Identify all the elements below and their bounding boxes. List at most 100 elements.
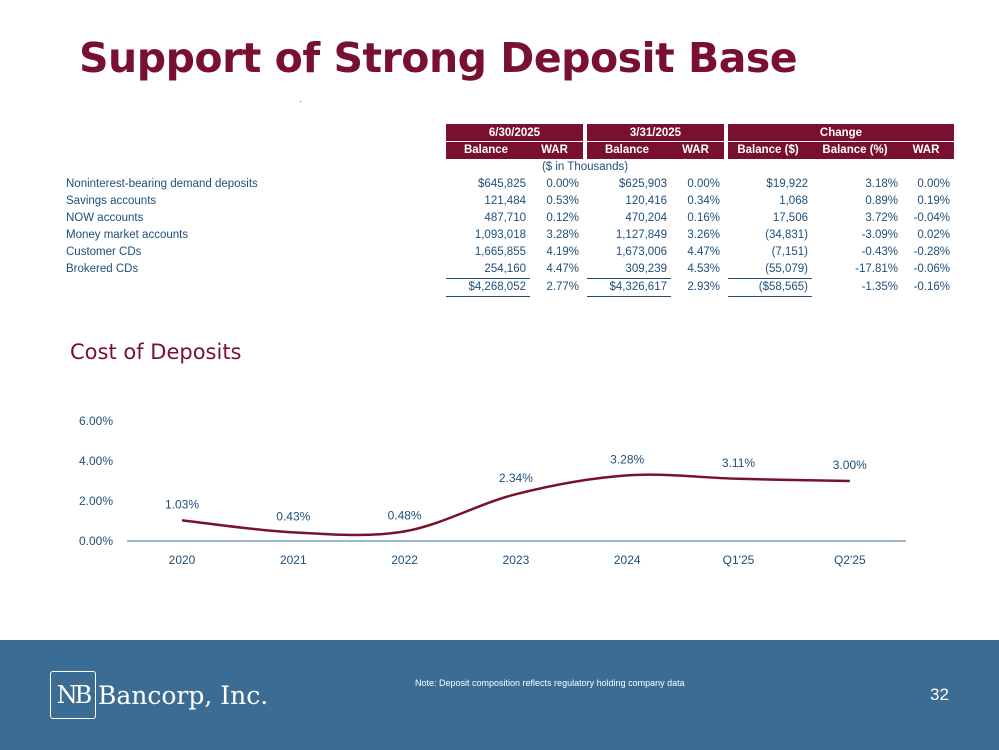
cell-b1: 121,484: [484, 195, 526, 207]
page-title: Support of Strong Deposit Base: [79, 34, 798, 82]
units-note: ($ in Thousands): [541, 161, 629, 173]
total-change-dollar: ($58,565): [728, 277, 812, 297]
logo: NB Bancorp, Inc.: [50, 670, 268, 720]
cell-b2: 1,673,006: [615, 246, 667, 258]
cell-w2: 0.16%: [687, 212, 720, 224]
change-header: Change: [728, 124, 954, 142]
total-change-pct: -1.35%: [861, 281, 898, 293]
x-tick-label: Q1'25: [723, 553, 755, 567]
cell-b2: 309,239: [587, 260, 671, 279]
cell-w1: 4.47%: [546, 263, 579, 276]
cell-w1: 0.53%: [546, 195, 579, 207]
cell-b1: $645,825: [478, 178, 526, 190]
col-war-2: WAR: [671, 141, 724, 159]
cell-cd: (55,079): [728, 260, 812, 279]
col-change-balance-dollar: Balance ($): [728, 141, 812, 159]
cell-cp: -0.43%: [861, 246, 898, 258]
cell-b2: 1,127,849: [615, 229, 667, 241]
cell-b1: 254,160: [446, 260, 530, 279]
row-label: NOW accounts: [66, 212, 144, 224]
row-label: Customer CDs: [66, 246, 142, 258]
cell-b1: 1,665,855: [474, 246, 526, 258]
x-tick-label: 2020: [169, 553, 196, 567]
cell-b1: 1,093,018: [474, 229, 526, 241]
deposit-table: 6/30/2025 3/31/2025 Change Balance WAR B…: [66, 124, 954, 297]
table-row: Brokered CDs 254,160 4.47% 309,239 4.53% (55,…: [66, 260, 954, 279]
cell-cd: (34,831): [765, 229, 808, 241]
cell-w2: 0.34%: [687, 195, 720, 207]
table-row: Customer CDs 1,665,855 4.19% 1,673,006 4.47%…: [66, 243, 954, 261]
data-label: 3.00%: [833, 458, 867, 472]
cell-b1: 487,710: [484, 212, 526, 224]
col-change-war: WAR: [902, 141, 954, 159]
stray-mark: [300, 101, 301, 102]
cell-b2: 470,204: [625, 212, 667, 224]
table-header-periods: 6/30/2025 3/31/2025 Change: [66, 124, 954, 142]
footer-note: Note: Deposit composition reflects regul…: [415, 678, 685, 688]
units-row: ($ in Thousands): [66, 159, 954, 176]
cell-cw: -0.28%: [913, 246, 950, 258]
footer: NB Bancorp, Inc. Note: Deposit compositi…: [0, 640, 999, 750]
total-war-2: 2.93%: [687, 281, 720, 293]
table-row: Noninterest-bearing demand deposits $645,…: [66, 175, 954, 193]
table-row: NOW accounts 487,710 0.12% 470,204 0.16% 17,5…: [66, 209, 954, 227]
total-balance-1: $4,268,052: [446, 277, 530, 297]
row-label: Money market accounts: [66, 229, 189, 241]
logo-mark: NB: [50, 671, 96, 719]
chart-title: Cost of Deposits: [70, 340, 242, 364]
cell-cd: (7,151): [771, 246, 808, 258]
x-tick-label: 2022: [391, 553, 418, 567]
cell-cw: 0.19%: [917, 195, 950, 207]
table-header-columns: Balance WAR Balance WAR Balance ($) Bala…: [66, 141, 954, 159]
cell-cd: 1,068: [779, 195, 808, 207]
cell-cp: 0.89%: [865, 195, 898, 207]
data-label: 3.28%: [610, 452, 644, 466]
cell-w2: 3.26%: [687, 229, 720, 241]
cell-b2: 120,416: [625, 195, 667, 207]
logo-text: Bancorp, Inc.: [98, 680, 269, 710]
cell-cp: -3.09%: [861, 229, 898, 241]
x-tick-label: 2021: [280, 553, 307, 567]
period2-header: 3/31/2025: [587, 124, 724, 142]
cell-cd: $19,922: [766, 178, 808, 190]
total-war-1: 2.77%: [546, 281, 579, 293]
period1-header: 6/30/2025: [446, 124, 583, 142]
row-label: Brokered CDs: [66, 263, 139, 276]
data-label: 1.03%: [165, 497, 199, 511]
col-balance-1: Balance: [446, 141, 530, 159]
row-label: Noninterest-bearing demand deposits: [66, 178, 258, 190]
table-row: Savings accounts 121,484 0.53% 120,416 0.34%…: [66, 192, 954, 210]
cell-w2: 0.00%: [687, 178, 720, 190]
cell-cw: -0.06%: [913, 263, 950, 276]
cell-w1: 4.19%: [546, 246, 579, 258]
page-number: 32: [930, 685, 949, 704]
total-balance-2: $4,326,617: [587, 277, 671, 297]
series-line: [181, 473, 850, 537]
data-label: 0.48%: [388, 508, 422, 522]
cost-of-deposits-chart: 0.00% 2.00% 4.00% 6.00% 2020 2021 2022 2023 2024…: [79, 414, 906, 567]
y-tick-label: 6.00%: [79, 414, 113, 428]
col-war-1: WAR: [530, 141, 583, 159]
cell-b2: $625,903: [619, 178, 667, 190]
table-row: Money market accounts 1,093,018 3.28% 1,127…: [66, 226, 954, 244]
x-tick-label: 2023: [503, 553, 530, 567]
cell-cp: 3.72%: [865, 212, 898, 224]
data-label: 3.11%: [722, 456, 755, 470]
x-tick-label: 2024: [614, 553, 641, 567]
cell-w1: 0.12%: [546, 212, 579, 224]
total-change-war: -0.16%: [913, 281, 950, 293]
col-change-balance-pct: Balance (%): [812, 141, 902, 159]
y-tick-label: 0.00%: [79, 534, 113, 548]
col-balance-2: Balance: [587, 141, 671, 159]
cell-cw: 0.00%: [917, 178, 950, 190]
cell-cw: -0.04%: [913, 212, 950, 224]
x-tick-label: Q2'25: [834, 553, 866, 567]
y-tick-label: 2.00%: [79, 494, 113, 508]
cell-cp: 3.18%: [865, 178, 898, 190]
table-total-row: $4,268,052 2.77% $4,326,617 2.93% ($58,5…: [66, 277, 954, 297]
cell-cp: -17.81%: [855, 263, 898, 276]
cell-w2: 4.47%: [687, 246, 720, 258]
y-tick-label: 4.00%: [79, 454, 113, 468]
data-label: 2.34%: [499, 471, 533, 485]
row-label: Savings accounts: [66, 195, 157, 207]
